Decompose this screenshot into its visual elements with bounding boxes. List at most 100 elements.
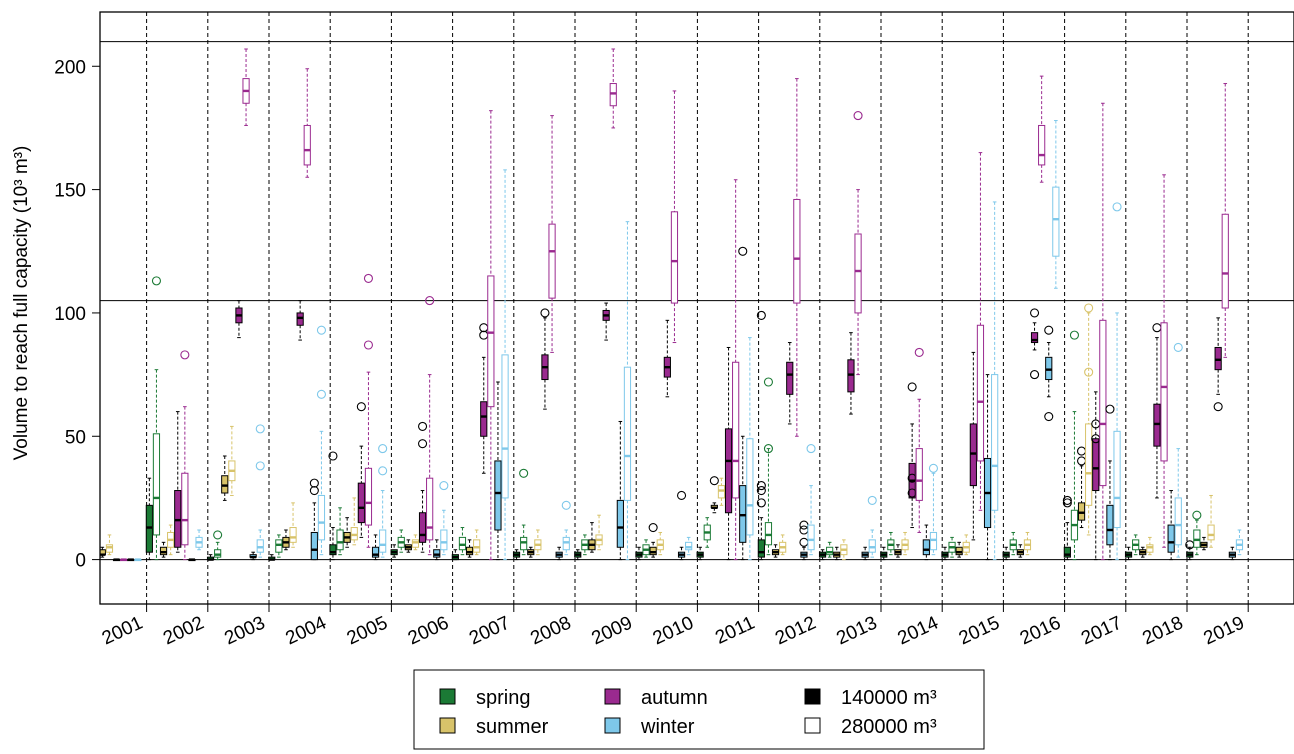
box-winter-140k-2003 bbox=[249, 551, 257, 561]
outlier-point bbox=[363, 340, 374, 350]
box-body bbox=[256, 539, 264, 553]
box-body bbox=[411, 539, 420, 548]
box-body bbox=[969, 423, 977, 487]
box-body bbox=[105, 544, 114, 553]
outlier-point bbox=[479, 323, 489, 333]
y-axis-title: Volume to reach full capacity (10³ m³) bbox=[11, 146, 32, 461]
box-body bbox=[214, 549, 222, 558]
box-summer-280k-2007 bbox=[473, 529, 481, 556]
box-winter-140k-2019 bbox=[1228, 546, 1236, 561]
box-winter-140k-2008 bbox=[555, 546, 563, 561]
outlier-point bbox=[928, 463, 939, 473]
outlier-point bbox=[907, 382, 917, 392]
box-summer-140k-2011 bbox=[709, 476, 719, 514]
box-summer-280k-2005 bbox=[350, 497, 358, 546]
outlier-point bbox=[378, 466, 388, 476]
outlier-point bbox=[363, 273, 374, 283]
x-tick-label: 2016 bbox=[1017, 612, 1064, 649]
legend-swatch bbox=[804, 688, 821, 705]
box-autumn-280k-2018 bbox=[1160, 174, 1168, 548]
box-body bbox=[793, 198, 801, 304]
box-winter-140k-2018 bbox=[1167, 490, 1175, 561]
legend-box bbox=[413, 669, 985, 750]
box-body bbox=[1099, 319, 1107, 487]
box-autumn-280k-2011 bbox=[732, 179, 740, 561]
box-spring-280k-2008 bbox=[519, 468, 529, 556]
box-autumn-140k-2002 bbox=[174, 411, 182, 553]
box-autumn-280k-2008 bbox=[548, 115, 556, 353]
box-body bbox=[487, 275, 495, 408]
box-body bbox=[418, 512, 427, 543]
outlier-point bbox=[561, 500, 571, 510]
box-body bbox=[929, 531, 938, 551]
box-body bbox=[1038, 124, 1046, 166]
box-body bbox=[915, 448, 923, 501]
box-spring-280k-2004 bbox=[275, 534, 283, 558]
box-body bbox=[826, 546, 834, 556]
legend-swatch bbox=[604, 717, 621, 734]
box-spring-140k-2007 bbox=[451, 549, 459, 561]
x-tick-label: 2009 bbox=[589, 612, 636, 649]
outlier-point bbox=[479, 330, 489, 340]
box-spring-140k-2016 bbox=[1002, 546, 1010, 561]
box-body bbox=[623, 366, 632, 501]
box-body bbox=[1153, 403, 1161, 447]
box-summer-280k-2004 bbox=[289, 502, 297, 548]
box-spring-140k-2003 bbox=[206, 554, 215, 561]
box-body bbox=[1214, 346, 1222, 371]
box-autumn-140k-2009 bbox=[602, 302, 610, 341]
y-tick-label: 150 bbox=[54, 181, 86, 202]
box-body bbox=[732, 361, 740, 499]
box-autumn-280k-2002 bbox=[180, 350, 190, 561]
outlier-point bbox=[1084, 303, 1094, 313]
box-body bbox=[548, 223, 556, 299]
box-winter-140k-2005 bbox=[371, 534, 380, 561]
box-body bbox=[473, 539, 481, 553]
box-body bbox=[92, 547, 98, 557]
box-autumn-140k-2008 bbox=[540, 308, 550, 410]
box-autumn-280k-2005 bbox=[363, 273, 374, 548]
box-body bbox=[336, 529, 344, 551]
box-spring-140k-2008 bbox=[512, 549, 521, 561]
outlier-point bbox=[213, 530, 223, 540]
box-winter-280k-2007 bbox=[501, 169, 509, 561]
box-body bbox=[609, 83, 617, 107]
box-spring-280k-2012 bbox=[763, 377, 774, 556]
box-autumn-140k-2004 bbox=[296, 300, 304, 341]
box-winter-280k-2009 bbox=[623, 221, 632, 561]
y-tick-label: 0 bbox=[75, 551, 86, 572]
outlier-point bbox=[1112, 202, 1122, 212]
outlier-point bbox=[756, 485, 766, 496]
box-body bbox=[1052, 186, 1060, 257]
x-tick-label: 2017 bbox=[1078, 612, 1125, 649]
legend-swatch bbox=[439, 717, 456, 734]
outlier-point bbox=[676, 490, 687, 501]
box-autumn-140k-2010 bbox=[663, 319, 671, 398]
box-spring-280k-2014 bbox=[887, 531, 895, 556]
box-body bbox=[868, 539, 876, 553]
box-body bbox=[458, 536, 467, 551]
box-spring-140k-2019 bbox=[1185, 540, 1195, 561]
box-body bbox=[494, 460, 502, 531]
box-autumn-140k-2017 bbox=[1091, 391, 1101, 561]
x-axis: 2001 2002 2003 2004 2005 2006 2007 2008 2009 2010… bbox=[99, 604, 1249, 649]
box-summer-280k-2002 bbox=[167, 524, 175, 556]
outlier-point bbox=[1044, 411, 1054, 422]
outlier-point bbox=[425, 296, 435, 306]
x-tick-label: 2014 bbox=[895, 612, 943, 649]
box-winter-140k-2013 bbox=[861, 546, 869, 561]
box-body bbox=[649, 546, 657, 556]
box-winter-280k-2010 bbox=[685, 536, 693, 556]
box-body bbox=[159, 546, 168, 556]
box-body bbox=[296, 312, 304, 326]
box-autumn-140k-2013 bbox=[847, 332, 855, 415]
box-body bbox=[739, 485, 747, 543]
box-body bbox=[1030, 332, 1039, 344]
box-summer-280k-2017 bbox=[1084, 303, 1094, 536]
outlier-point bbox=[1192, 510, 1202, 520]
outlier-point bbox=[648, 522, 658, 533]
box-winter-140k-2015 bbox=[983, 374, 992, 561]
box-body bbox=[350, 527, 358, 541]
box-spring-140k-2011 bbox=[696, 546, 704, 561]
box-winter-140k-2006 bbox=[433, 539, 441, 561]
